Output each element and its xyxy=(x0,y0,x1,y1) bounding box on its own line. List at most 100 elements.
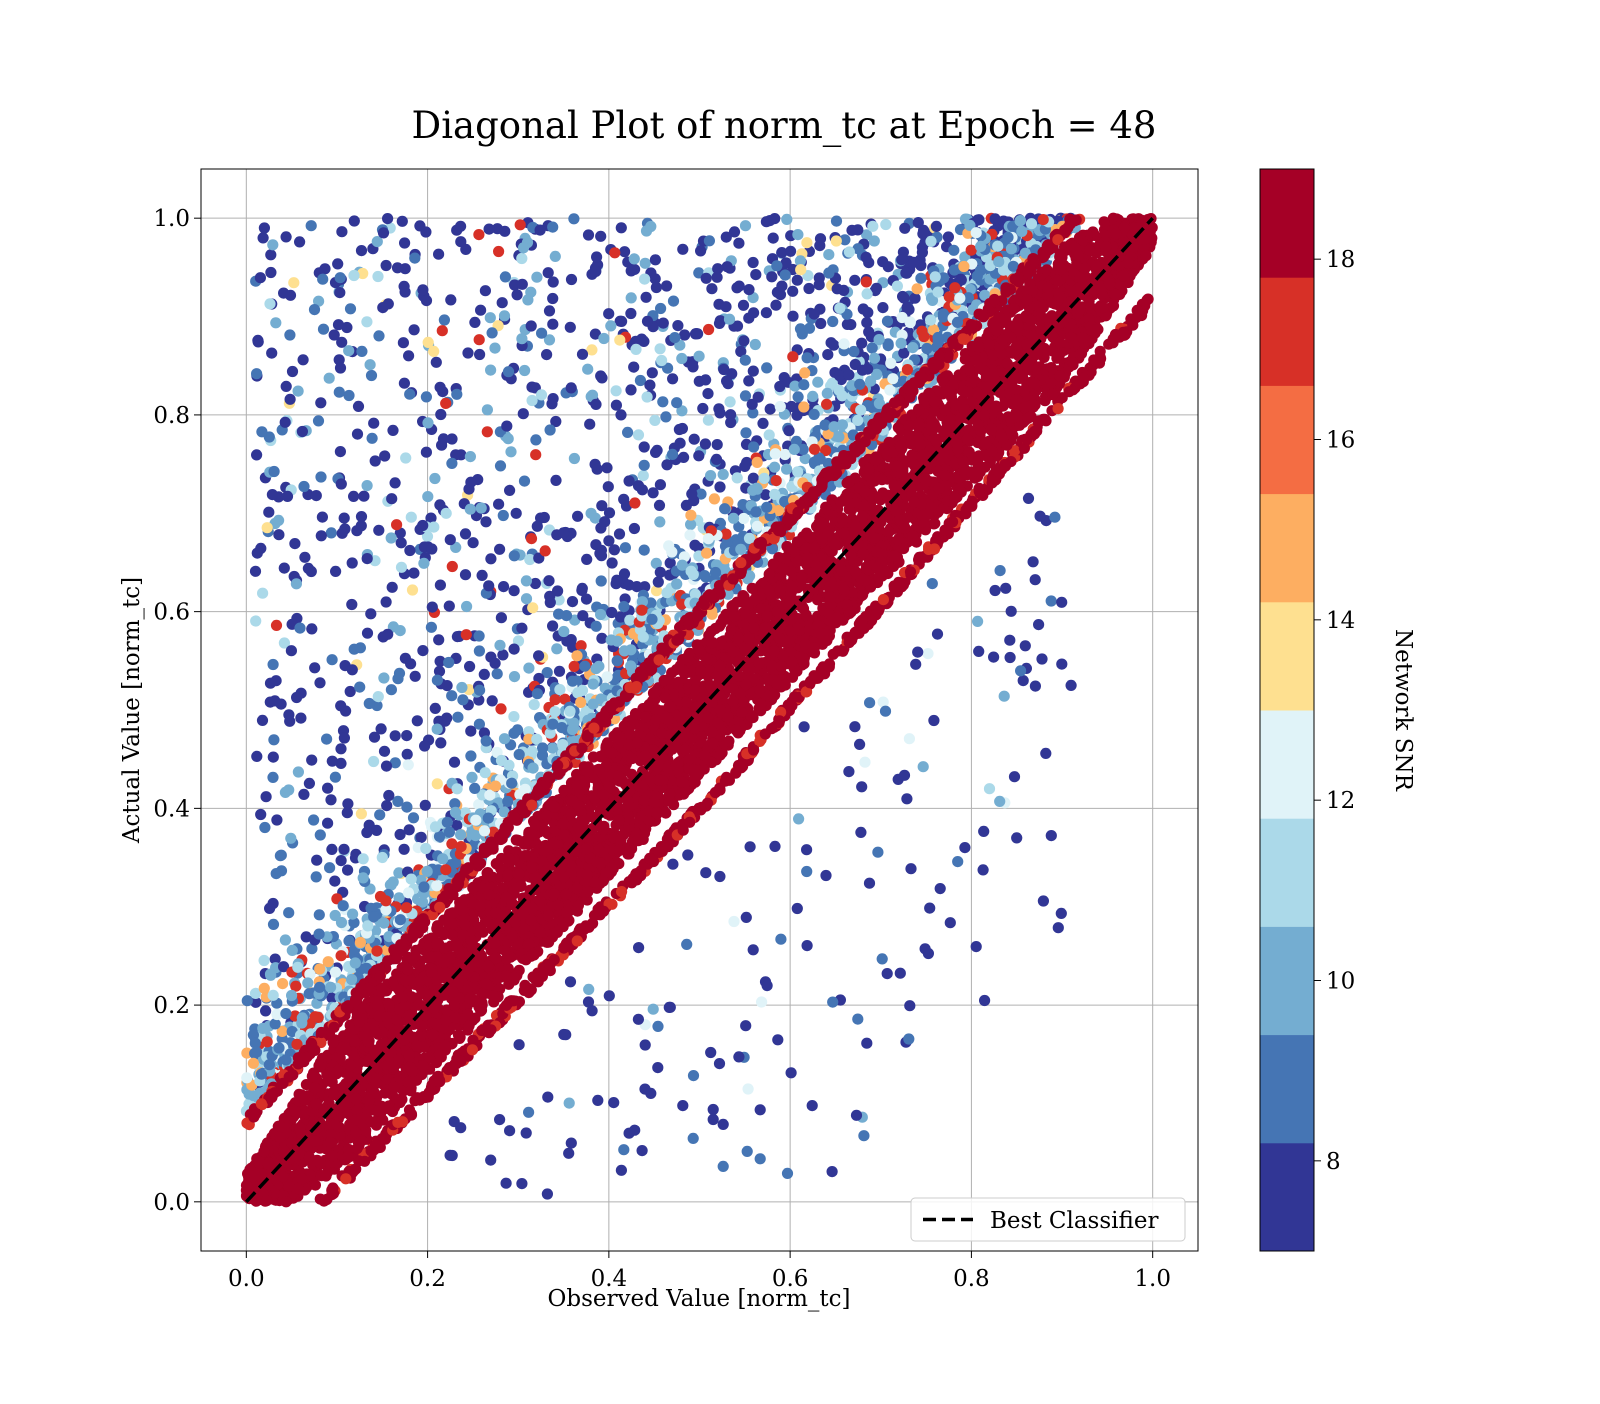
scatter-point xyxy=(857,615,868,626)
scatter-point xyxy=(1000,286,1011,297)
scatter-point xyxy=(654,516,665,527)
scatter-point xyxy=(633,942,644,953)
scatter-point xyxy=(959,842,970,853)
scatter-point xyxy=(624,615,635,626)
scatter-point xyxy=(848,630,859,641)
scatter-point xyxy=(353,401,364,412)
scatter-point xyxy=(567,676,578,687)
scatter-point xyxy=(655,567,666,578)
scatter-point xyxy=(327,654,338,665)
scatter-point xyxy=(382,629,393,640)
scatter-point xyxy=(493,246,504,257)
scatter-point xyxy=(370,455,381,466)
scatter-point xyxy=(1026,218,1037,229)
scatter-point xyxy=(277,1078,288,1089)
scatter-point xyxy=(433,249,444,260)
scatter-point xyxy=(494,544,505,555)
scatter-point xyxy=(444,827,455,838)
scatter-point xyxy=(827,1166,838,1177)
scatter-point xyxy=(441,508,452,519)
scatter-point xyxy=(527,602,538,613)
scatter-point xyxy=(861,317,872,328)
scatter-point xyxy=(742,1146,753,1157)
scatter-point xyxy=(248,1111,259,1122)
scatter-point xyxy=(831,216,842,227)
scatter-point xyxy=(577,349,588,360)
scatter-point xyxy=(361,827,372,838)
scatter-point xyxy=(469,317,480,328)
scatter-point xyxy=(263,507,274,518)
scatter-point xyxy=(639,1084,650,1095)
scatter-point xyxy=(741,457,752,468)
scatter-point xyxy=(532,688,543,699)
scatter-point xyxy=(771,260,782,271)
scatter-point xyxy=(861,252,872,263)
scatter-point xyxy=(529,699,540,710)
scatter-point xyxy=(250,615,261,626)
scatter-point xyxy=(619,246,630,257)
scatter-point xyxy=(754,538,765,549)
scatter-point xyxy=(649,415,660,426)
scatter-point xyxy=(904,733,915,744)
scatter-point xyxy=(418,881,429,892)
scatter-point xyxy=(408,926,419,937)
scatter-point xyxy=(322,783,333,794)
scatter-point xyxy=(467,1044,478,1055)
scatter-point xyxy=(329,329,340,340)
scatter-point xyxy=(294,623,305,634)
scatter-point xyxy=(308,814,319,825)
scatter-point xyxy=(809,444,820,455)
scatter-point xyxy=(849,275,860,286)
scatter-point xyxy=(419,740,430,751)
scatter-point xyxy=(608,1097,619,1108)
scatter-point xyxy=(1015,665,1026,676)
scatter-point xyxy=(966,319,977,330)
scatter-point xyxy=(699,599,710,610)
scatter-point xyxy=(314,909,325,920)
scatter-point xyxy=(668,296,679,307)
scatter-point xyxy=(826,337,837,348)
scatter-point xyxy=(765,404,776,415)
scatter-point xyxy=(391,519,402,530)
scatter-point xyxy=(1075,378,1086,389)
scatter-point xyxy=(988,652,999,663)
scatter-point xyxy=(264,1059,275,1070)
scatter-point xyxy=(481,735,492,746)
scatter-point xyxy=(421,391,432,402)
scatter-point xyxy=(732,472,743,483)
scatter-point xyxy=(374,809,385,820)
scatter-point xyxy=(311,855,322,866)
scatter-point xyxy=(989,294,1000,305)
scatter-point xyxy=(327,756,338,767)
scatter-point xyxy=(445,294,456,305)
scatter-point xyxy=(440,864,451,875)
scatter-point xyxy=(909,293,920,304)
scatter-point xyxy=(735,557,746,568)
scatter-point xyxy=(701,273,712,284)
scatter-point xyxy=(430,703,441,714)
scatter-point xyxy=(692,611,703,622)
scatter-point xyxy=(335,743,346,754)
scatter-point xyxy=(933,332,944,343)
scatter-point xyxy=(487,695,498,706)
scatter-point xyxy=(733,1051,744,1062)
scatter-point xyxy=(945,917,956,928)
scatter-point xyxy=(598,333,609,344)
scatter-point xyxy=(502,796,513,807)
scatter-point xyxy=(404,389,415,400)
scatter-point xyxy=(724,314,735,325)
scatter-point xyxy=(422,491,433,502)
scatter-point xyxy=(766,271,777,282)
scatter-point xyxy=(349,215,360,226)
scatter-point xyxy=(714,785,725,796)
scatter-point xyxy=(451,389,462,400)
scatter-point xyxy=(306,623,317,634)
scatter-point xyxy=(877,302,888,313)
scatter-point xyxy=(809,409,820,420)
scatter-point xyxy=(740,1020,751,1031)
scatter-point xyxy=(872,847,883,858)
scatter-point xyxy=(412,715,423,726)
scatter-point xyxy=(577,610,588,621)
scatter-point xyxy=(386,532,397,543)
scatter-point xyxy=(347,557,358,568)
